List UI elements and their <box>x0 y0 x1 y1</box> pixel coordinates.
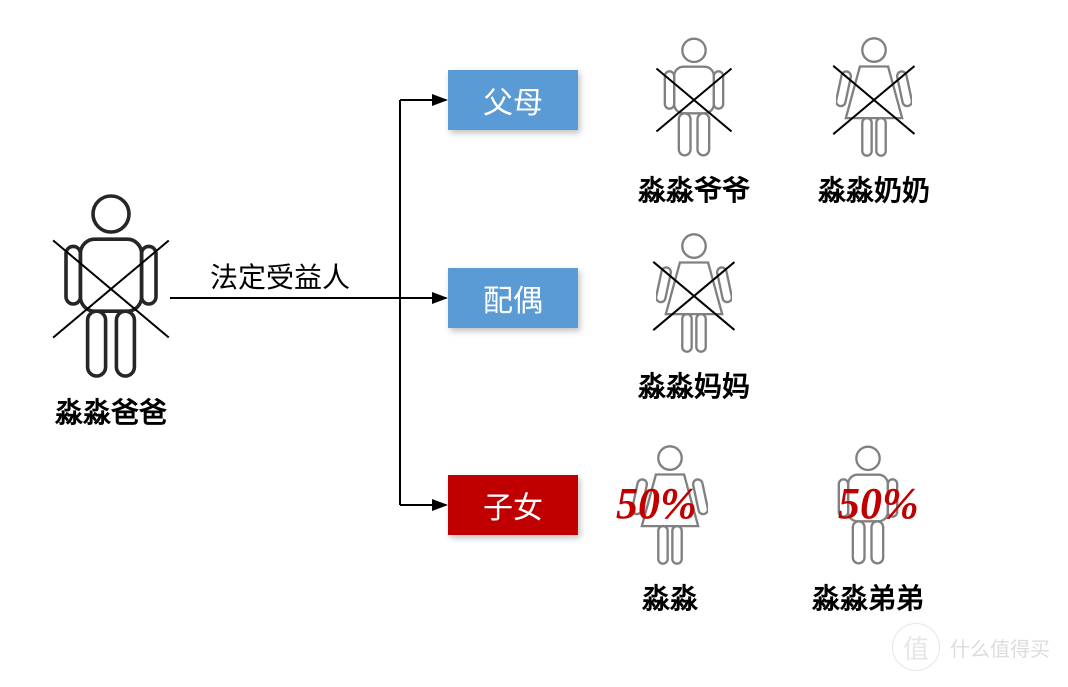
person-grandfather: 淼淼爷爷 <box>638 36 750 209</box>
box-parents-label: 父母 <box>483 78 543 122</box>
person-mother-label: 淼淼妈妈 <box>638 365 750 405</box>
person-brother: 淼淼弟弟 <box>812 444 924 617</box>
box-parents: 父母 <box>448 70 578 130</box>
person-father-label: 淼淼爸爸 <box>55 391 167 431</box>
box-spouse-label: 配偶 <box>483 276 543 320</box>
person-grandmother-label: 淼淼奶奶 <box>818 169 930 209</box>
pct-brother: 50% <box>838 478 919 529</box>
arrow-label: 法定受益人 <box>210 256 350 296</box>
female-icon <box>656 232 732 359</box>
female-icon <box>836 36 912 163</box>
watermark: 值 什么值得买 <box>892 623 1050 671</box>
watermark-text: 什么值得买 <box>950 633 1050 662</box>
male-icon <box>57 192 165 385</box>
person-brother-label: 淼淼弟弟 <box>812 577 924 617</box>
box-children: 子女 <box>448 475 578 535</box>
box-spouse: 配偶 <box>448 268 578 328</box>
person-mother: 淼淼妈妈 <box>638 232 750 405</box>
pct-miaomiao: 50% <box>616 478 697 529</box>
person-grandfather-label: 淼淼爷爷 <box>638 169 750 209</box>
box-children-label: 子女 <box>483 483 543 527</box>
person-miaomiao: 淼淼 <box>632 444 708 617</box>
watermark-icon: 值 <box>892 623 940 671</box>
male-icon <box>659 36 729 163</box>
person-grandmother: 淼淼奶奶 <box>818 36 930 209</box>
person-father: 淼淼爸爸 <box>55 192 167 431</box>
person-miaomiao-label: 淼淼 <box>632 577 708 617</box>
